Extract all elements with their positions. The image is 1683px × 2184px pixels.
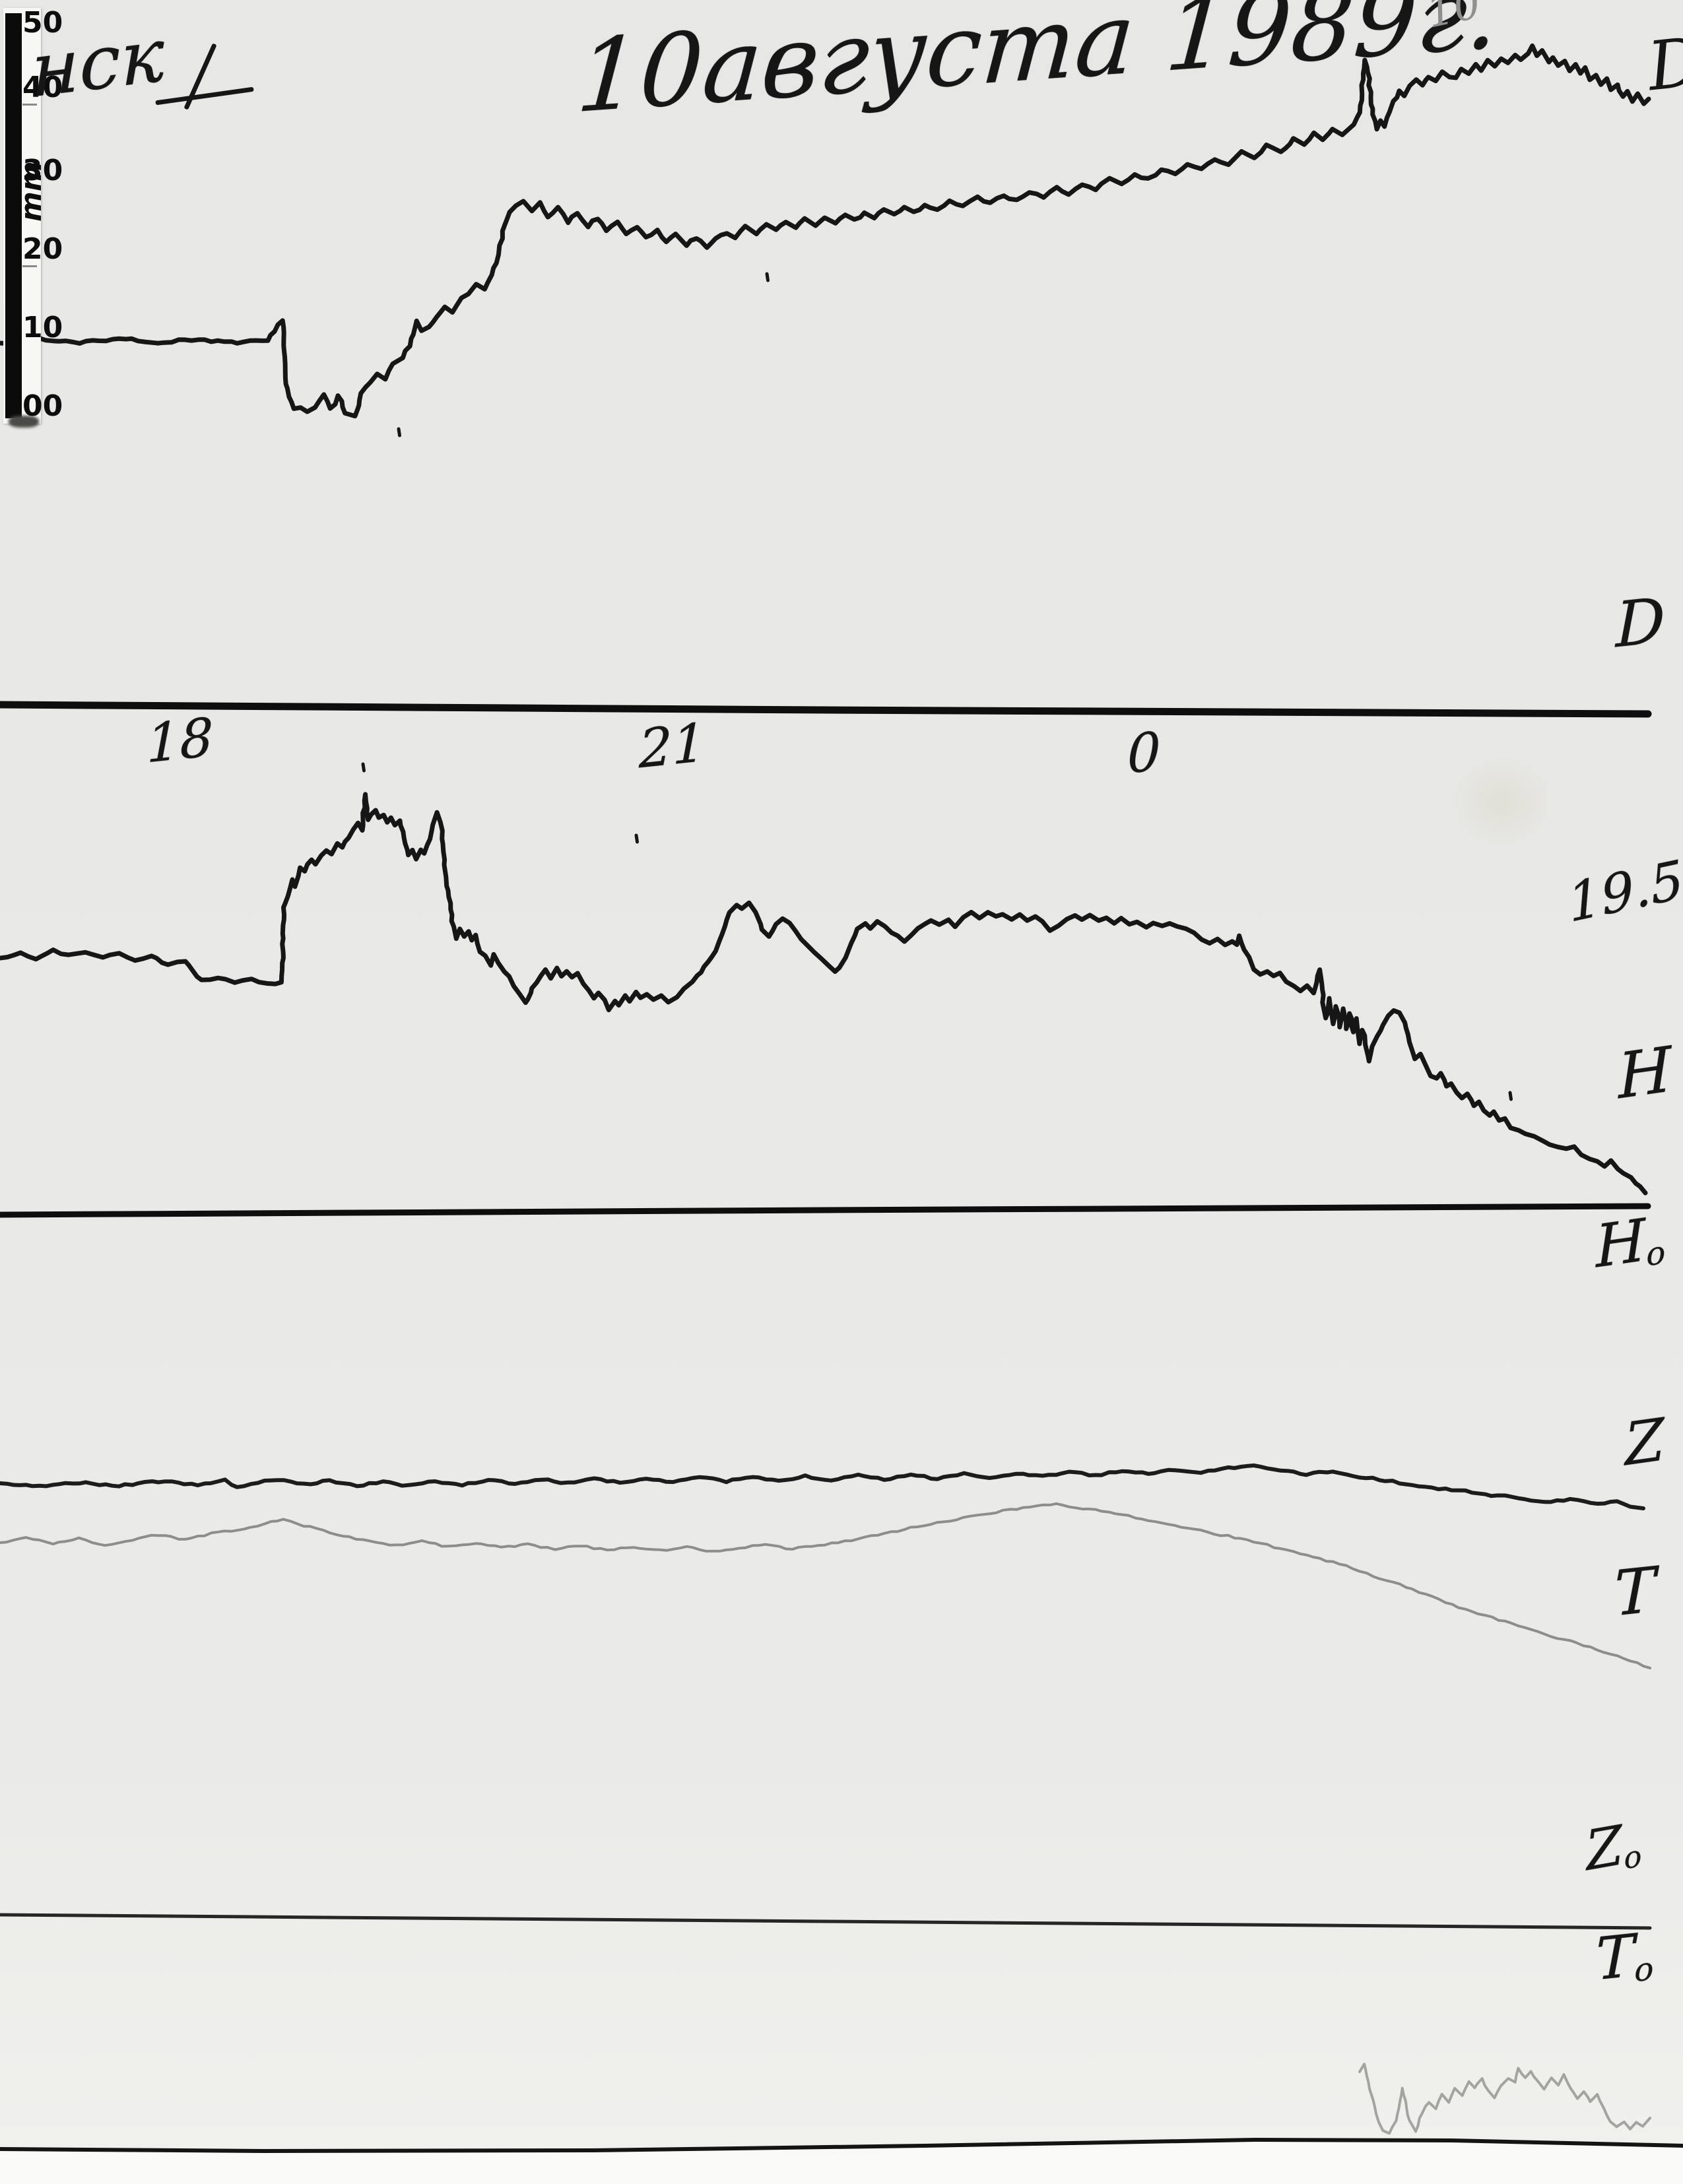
ruler-torn-edge xyxy=(9,416,39,428)
tick-mark xyxy=(1508,1091,1513,1101)
trace-label-T: To xyxy=(1596,1921,1654,1994)
scale-label-mm: mm xyxy=(15,161,48,222)
tick-mark xyxy=(765,272,770,282)
superscript: ° xyxy=(1680,851,1683,887)
ruler-black-bar-icon xyxy=(5,13,22,418)
subscript: o xyxy=(1645,1234,1666,1274)
trace-path-D xyxy=(0,43,1651,419)
trace-label-D: D xyxy=(1616,585,1665,662)
edge-handwritten-mark: D xyxy=(1644,22,1683,107)
Z0-baseline xyxy=(0,1913,1652,1930)
tick-mark xyxy=(397,427,401,437)
trace-label-H: Ho xyxy=(1594,1205,1666,1281)
trace-label-H: H xyxy=(1616,1033,1673,1114)
scale-label-20: 20 xyxy=(22,232,63,266)
mm-scale-ruler: 50 40 30 mm 20 10 00 xyxy=(3,8,63,428)
subscript: o xyxy=(1622,1838,1643,1877)
tick-mark xyxy=(634,833,639,844)
D-baseline xyxy=(0,701,1652,718)
H0-baseline xyxy=(0,1203,1651,1218)
scale-tick xyxy=(22,265,37,267)
tick-mark xyxy=(361,762,366,773)
scale-label-10: 10 xyxy=(22,311,63,344)
paper-stain xyxy=(1445,752,1558,851)
trace-path-T xyxy=(0,1502,1651,1669)
trace-label-Z: Zo xyxy=(1583,1814,1643,1884)
trace-path-Z xyxy=(0,1463,1645,1510)
hour-label-18: 18 xyxy=(147,706,214,775)
scale-tick xyxy=(22,104,37,106)
trace-path-H xyxy=(0,792,1648,1196)
scale-label-00: 00 xyxy=(22,389,63,423)
trace-path-T0-fragment xyxy=(1358,2063,1651,2135)
paper-bottom-edge xyxy=(0,2138,1683,2153)
hour-label-21: 21 xyxy=(639,711,706,781)
hour-label-0: 0 xyxy=(1127,720,1161,786)
trace-label-Z: Z xyxy=(1623,1405,1666,1479)
station-name-fragment: нск xyxy=(30,12,165,115)
subscript: o xyxy=(1634,1950,1654,1990)
trace-label-T: T xyxy=(1614,1554,1656,1631)
